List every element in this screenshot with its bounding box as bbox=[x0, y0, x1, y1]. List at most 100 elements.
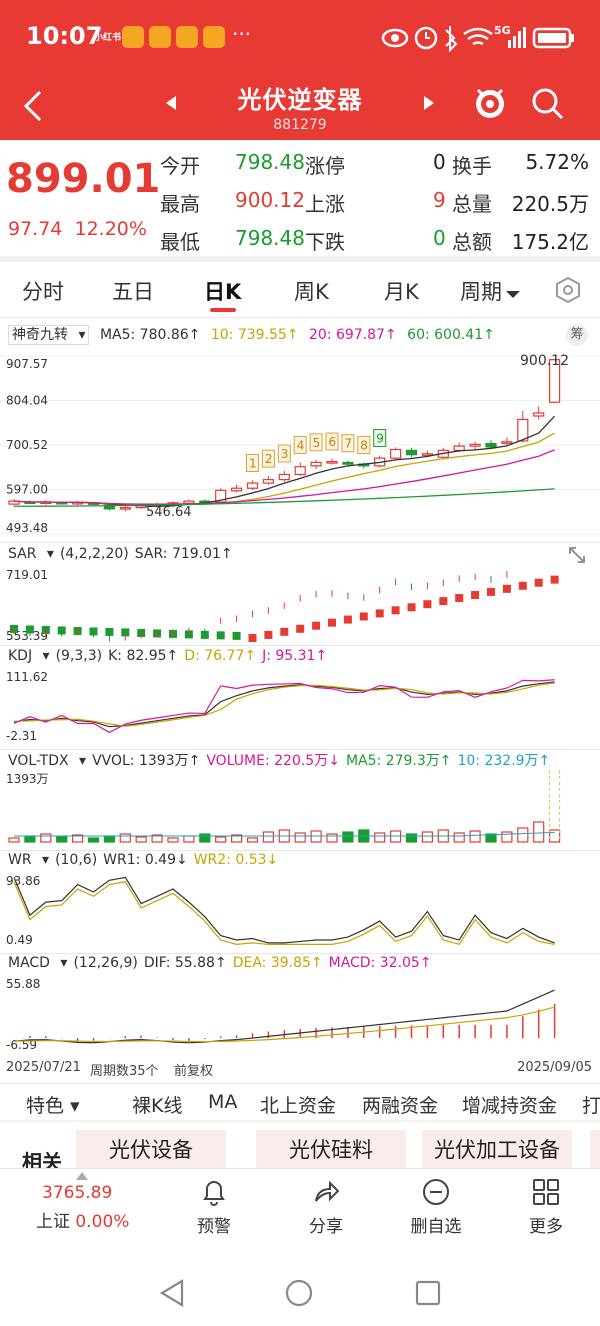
sar-dot bbox=[471, 590, 480, 599]
indicator-selector[interactable]: KDJ ▾ bbox=[8, 648, 50, 664]
nine-turn-marker bbox=[357, 435, 371, 454]
related-chip[interactable]: 光伏设备 bbox=[76, 1130, 226, 1170]
candle bbox=[215, 489, 227, 503]
chart-end-date: 2025/09/05 bbox=[517, 1060, 592, 1075]
related-chip[interactable]: 光伏硅料 bbox=[256, 1130, 406, 1170]
related-chip[interactable]: 光伏加工设备 bbox=[422, 1130, 572, 1170]
nine-turn-marker bbox=[325, 432, 339, 451]
system-status-icons bbox=[381, 26, 574, 52]
candle bbox=[278, 473, 290, 481]
expand-icon[interactable] bbox=[566, 544, 588, 566]
settings-hexagon-icon[interactable] bbox=[554, 276, 582, 304]
chart-start-date: 2025/07/21 bbox=[6, 1060, 81, 1075]
back-icon[interactable] bbox=[20, 88, 46, 124]
index-change[interactable]: 上证 0.00% bbox=[36, 1212, 130, 1232]
sar-dot bbox=[184, 630, 193, 639]
kdj-header: KDJ ▾ (9,3,3) K: 82.95↑ D: 76.77↑ J: 95.31↑ bbox=[8, 648, 328, 664]
more-button[interactable]: 更多 bbox=[506, 1177, 586, 1237]
indicator-selector[interactable]: SAR ▾ bbox=[8, 546, 54, 562]
feature-ma[interactable]: MA bbox=[208, 1091, 238, 1113]
feature-northbound[interactable]: 北上资金 bbox=[260, 1095, 337, 1117]
next-stock-icon[interactable] bbox=[422, 96, 434, 110]
expand-up-icon[interactable] bbox=[76, 1171, 88, 1181]
y-axis-label: 93.86 bbox=[6, 874, 40, 888]
feature-special[interactable]: 特色 ▾ bbox=[26, 1095, 80, 1117]
notification-icon bbox=[122, 26, 144, 48]
candle bbox=[246, 482, 259, 489]
alert-button[interactable]: 预警 bbox=[174, 1177, 254, 1237]
prev-stock-icon[interactable] bbox=[166, 96, 178, 110]
sar-dot bbox=[105, 627, 114, 636]
sar-dot bbox=[264, 630, 273, 639]
candle bbox=[469, 443, 481, 447]
chip-distribution-button[interactable]: 筹 bbox=[566, 324, 588, 346]
sar-dot bbox=[343, 615, 352, 624]
indicator-selector[interactable]: 神奇九转 ▾ bbox=[8, 325, 90, 345]
kdj-chart: 111.62 -2.31 bbox=[6, 670, 555, 743]
tab-intraday[interactable]: 分时 bbox=[22, 280, 64, 304]
sar-dot bbox=[312, 621, 321, 630]
assistant-icon[interactable] bbox=[470, 82, 510, 126]
sar-dot bbox=[455, 594, 464, 603]
volume-header: VOL-TDX ▾ VVOL: 1393万↑ VOLUME: 220.5万↓ MA5:… bbox=[8, 753, 551, 769]
volume-chart: 1393万 bbox=[6, 770, 561, 843]
volume-bar bbox=[246, 837, 259, 843]
home-circle-icon[interactable] bbox=[284, 1278, 314, 1308]
indicator-selector[interactable]: MACD ▾ bbox=[8, 955, 68, 971]
volume-bar bbox=[485, 833, 497, 843]
index-value[interactable]: 3765.89 bbox=[42, 1183, 113, 1203]
search-icon[interactable] bbox=[530, 86, 566, 122]
tab-period[interactable]: 周期 bbox=[460, 276, 520, 306]
related-chip-more[interactable] bbox=[590, 1130, 600, 1170]
y-axis-label: 804.04 bbox=[6, 394, 48, 408]
system-navigation bbox=[0, 1248, 600, 1326]
tab-daily-k[interactable]: 日K bbox=[204, 280, 242, 304]
remove-circle-icon bbox=[423, 1179, 449, 1205]
nine-turn-label: 1 bbox=[249, 456, 257, 470]
nine-turn-marker bbox=[309, 433, 323, 452]
y-axis-label: 0.49 bbox=[6, 933, 33, 947]
adjust-mode[interactable]: 前复权 bbox=[174, 1064, 214, 1079]
tab-weekly-k[interactable]: 周K bbox=[294, 280, 329, 304]
sar-dot bbox=[550, 575, 559, 584]
indicator-selector[interactable]: WR ▾ bbox=[8, 852, 50, 868]
feature-margin[interactable]: 两融资金 bbox=[362, 1095, 439, 1117]
feature-naked-k[interactable]: 裸K线 bbox=[132, 1095, 183, 1117]
last-price: 899.01 bbox=[6, 156, 161, 202]
macd-chart: 55.88-6.59 bbox=[6, 977, 556, 1052]
sar-dot bbox=[216, 631, 225, 640]
dea-line bbox=[13, 1006, 555, 1043]
volume-bar bbox=[517, 827, 529, 843]
related-sectors: 相关 光伏设备 光伏硅料 光伏加工设备 bbox=[0, 1122, 600, 1174]
volume-bar bbox=[167, 837, 179, 843]
tab-monthly-k[interactable]: 月K bbox=[384, 280, 419, 304]
nine-turn-marker bbox=[341, 434, 355, 453]
period-tabs: 分时 五日 日K 周K 月K 周期 bbox=[0, 262, 600, 318]
share-button[interactable]: 分享 bbox=[286, 1177, 366, 1237]
period-count: 周期数35个 bbox=[90, 1064, 159, 1079]
tab-five-day[interactable]: 五日 bbox=[112, 280, 154, 304]
kline-chart-area[interactable]: 神奇九转 ▾ MA5: 780.86↑ 10: 739.55↑ 20: 697.… bbox=[0, 318, 600, 1083]
back-triangle-icon[interactable] bbox=[158, 1278, 186, 1308]
y-axis-label: 907.57 bbox=[6, 357, 48, 371]
feature-holdings-change[interactable]: 增减持资金 bbox=[462, 1095, 558, 1117]
y-axis-label: 700.52 bbox=[6, 438, 48, 452]
stat-label: 今开 bbox=[160, 154, 200, 178]
remove-watchlist-button[interactable]: 删自选 bbox=[396, 1177, 476, 1237]
nine-turn-label: 2 bbox=[265, 452, 273, 466]
candle bbox=[119, 506, 131, 510]
nine-turn-label: 7 bbox=[344, 437, 352, 451]
sar-dot bbox=[232, 631, 241, 640]
app-badge: 小红书 bbox=[94, 33, 122, 43]
nine-turn-label: 8 bbox=[360, 438, 368, 452]
indicator-selector[interactable]: VOL-TDX ▾ bbox=[8, 753, 87, 769]
candle bbox=[405, 449, 418, 456]
volume-bar bbox=[183, 835, 195, 843]
recents-square-icon[interactable] bbox=[414, 1279, 442, 1307]
volume-bar bbox=[56, 836, 68, 843]
sar-dot bbox=[407, 603, 416, 612]
y-axis-label: 493.48 bbox=[6, 521, 48, 535]
grid-icon bbox=[533, 1179, 559, 1205]
volume-bar bbox=[24, 835, 36, 843]
feature-more[interactable]: 打 bbox=[582, 1095, 600, 1117]
